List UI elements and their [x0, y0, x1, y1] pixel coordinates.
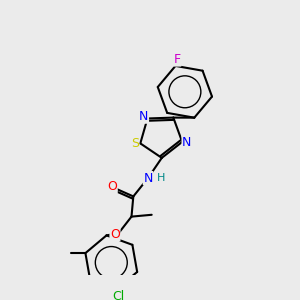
- Text: H: H: [157, 173, 166, 183]
- Text: O: O: [107, 180, 117, 193]
- Text: Cl: Cl: [112, 290, 124, 300]
- Text: N: N: [182, 136, 191, 149]
- Text: O: O: [110, 228, 120, 241]
- Text: S: S: [131, 137, 139, 150]
- Text: N: N: [143, 172, 153, 184]
- Text: N: N: [139, 110, 148, 123]
- Text: F: F: [174, 53, 181, 66]
